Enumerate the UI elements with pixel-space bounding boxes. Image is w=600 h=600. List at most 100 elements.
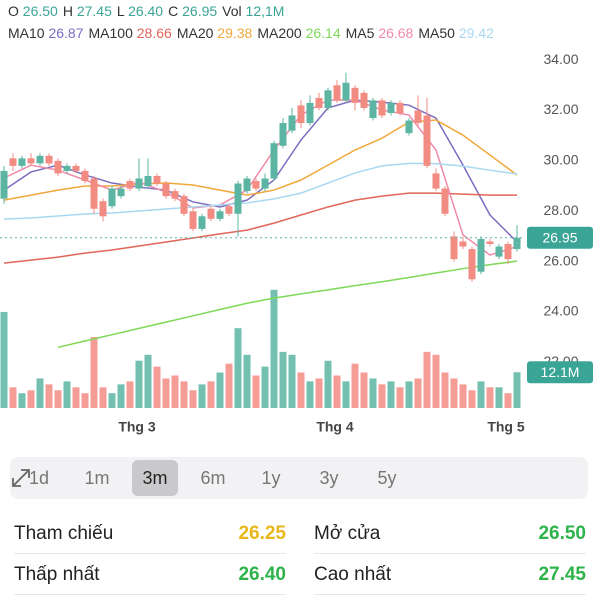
volume-bar [288,354,296,408]
candle-body [324,90,332,108]
ma-line [3,99,518,243]
ohlc-value: 26.50 [22,3,58,19]
range-button[interactable]: 3m [132,460,178,496]
volume-bar [279,351,287,408]
candle-body [153,175,161,184]
volume-bar [153,366,161,408]
range-button[interactable]: 6m [200,468,226,488]
candle-body [144,175,152,187]
volume-bar [369,378,377,408]
candle-body [27,158,35,164]
candle-body [189,211,197,229]
volume-bar [495,387,503,408]
range-bar: 1d 1m 3m 6m 1y 3y 5y [10,457,588,499]
range-button[interactable]: 1y [261,468,281,488]
volume-bar [27,390,35,408]
candle-body [216,211,224,219]
volume-bar [405,381,413,408]
candle-body [99,201,107,217]
volume-bar [189,390,197,408]
candle-body [297,105,305,124]
volume-bar [297,372,305,408]
volume-bar [72,387,80,408]
candle-body [396,102,404,113]
candle-body [441,188,449,214]
x-tick-label: Thg 4 [316,419,354,435]
candle-body [513,237,521,250]
volume-bar [306,381,314,408]
expand-icon[interactable] [10,467,32,489]
ma-row: MA10 26.87 MA100 28.66 MA20 29.38 MA200 26.… [8,22,499,44]
last-price-box [527,226,593,249]
volume-bar [162,378,170,408]
volume-bar [270,289,278,408]
candle-body [414,110,422,124]
candle-body [378,100,386,116]
range-button[interactable]: 1d [28,468,50,488]
candle-body [405,120,413,134]
ohlc-value: 26.40 [128,3,164,19]
volume-bar [450,378,458,408]
candle-body [360,92,368,108]
volume-bar [459,384,467,408]
volume-bar [468,390,476,408]
candle-body [369,100,377,119]
stat-label: Thấp nhất [14,564,100,585]
y-tick-label: 28.00 [543,202,578,218]
candle-body [504,244,512,260]
x-labels: Thg 3 Thg 4 Thg 5 [118,419,525,435]
volume-bar [504,393,512,408]
candle-body [171,191,179,199]
volume-bar [486,387,494,408]
ma-name: MA100 [88,25,133,41]
candle-body [243,178,251,192]
ma-line [3,119,518,201]
candle-body [81,170,89,182]
stat-value: 26.25 [238,523,286,544]
stat-label: Mở cửa [314,523,381,544]
stat-row: Thấp nhất 26.40 [14,554,286,595]
candle-body [387,102,395,113]
candle-body [54,160,62,174]
volume-bar [441,372,449,408]
candle-body [288,115,296,131]
volume-bar [225,363,233,408]
candle-body [90,178,98,209]
range-button[interactable]: 1m [84,468,110,488]
ohlc-label: L [116,3,125,19]
candle-body [36,155,44,164]
ma-value: 28.66 [136,25,172,41]
ma-line [3,192,517,264]
y-tick-label: 24.00 [543,303,578,319]
volume-bar [333,375,341,408]
candle-body [0,170,8,199]
ohlc-label: H [62,3,73,19]
volume-bar [99,387,107,408]
ma-value: 29.38 [217,25,253,41]
volume-bar [243,354,251,408]
candle-body [333,85,341,101]
ma-value: 26.87 [48,25,84,41]
candle-body [351,87,359,103]
chart-header: O 26.50 H 27.45 L 26.40 C 26.95 Vol 12,1M MA… [8,0,499,44]
range-button[interactable]: 3y [319,468,339,488]
volume-bar [18,393,26,408]
candle-body [207,208,215,219]
ohlc-row: O 26.50 H 27.45 L 26.40 C 26.95 Vol 12,1M [8,0,499,22]
volume-bar [432,354,440,408]
candle-body [279,123,287,146]
volume-bar [342,381,350,408]
candle-body [162,183,170,197]
candle-body [45,155,53,164]
range-button[interactable]: 5y [377,468,397,488]
volume-bar [360,372,368,408]
candle-body [63,165,71,171]
volume-bar [351,363,359,408]
candle-body [270,143,278,179]
ma-name: MA5 [345,25,375,41]
volume-bar [261,366,269,408]
stat-value: 26.50 [538,523,586,544]
stat-label: Cao nhất [314,564,392,585]
stat-value: 27.45 [538,564,586,585]
